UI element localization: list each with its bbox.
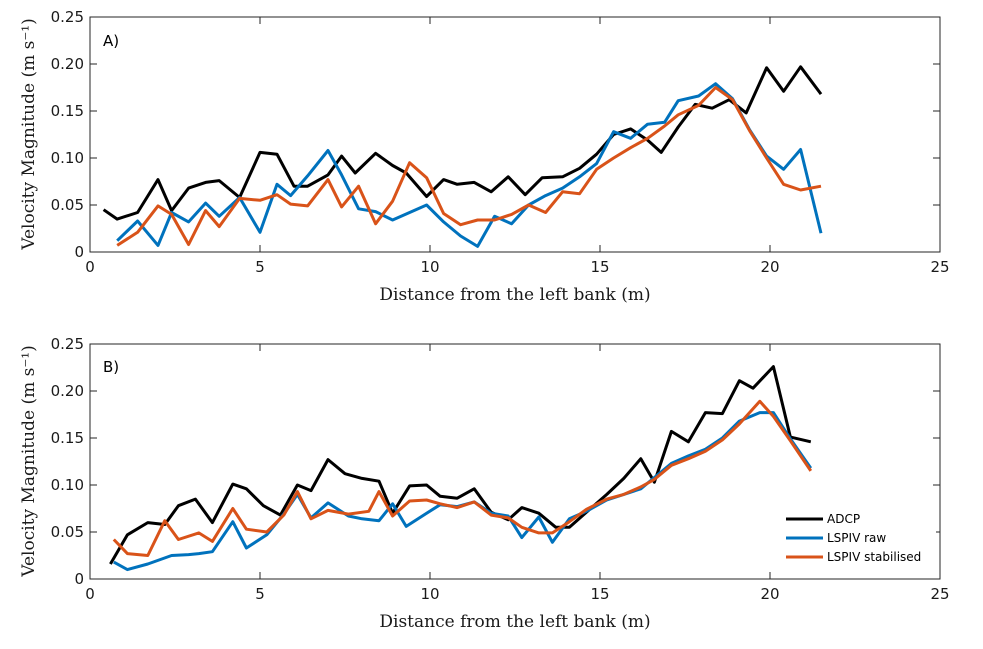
- x-tick-label: 10: [420, 585, 439, 603]
- y-tick-label: 0.25: [51, 8, 84, 26]
- panel-label: A): [103, 32, 119, 50]
- series-line-lspiv-stabilised: [112, 399, 813, 557]
- y-tick-label: 0.05: [51, 196, 84, 214]
- y-axis-label: Velocity Magnitude (m s⁻¹): [19, 345, 39, 577]
- x-tick-label: 0: [85, 258, 95, 276]
- legend-label-lspiv-raw: LSPIV raw: [827, 531, 886, 545]
- plot-area: [90, 344, 940, 579]
- y-tick-label: 0.15: [51, 102, 84, 120]
- x-tick-label: 15: [590, 585, 609, 603]
- panel-b: 0 5 10 15 20 25 0 0.05 0.10 0.15 0.20 0.25 B) Dista…: [19, 335, 950, 632]
- x-tick-label: 20: [760, 258, 779, 276]
- series-line-adcp: [102, 65, 823, 221]
- x-axis-label: Distance from the left bank (m): [379, 285, 650, 305]
- x-tick-label: 0: [85, 585, 95, 603]
- axes-box: [89, 343, 941, 580]
- panel-label: B): [103, 358, 119, 376]
- x-tick-label: 15: [590, 258, 609, 276]
- legend-label-adcp: ADCP: [827, 512, 860, 526]
- x-axis-label: Distance from the left bank (m): [379, 612, 650, 632]
- series-line-adcp: [109, 365, 812, 565]
- x-tick-label: 25: [930, 585, 949, 603]
- panel-a: 0 5 10 15 20 25 0 0.05 0.10 0.15 0.20 0.25 A) Dista…: [19, 8, 950, 305]
- x-tick-label: 10: [420, 258, 439, 276]
- legend-box: [816, 508, 936, 570]
- axes-box: [89, 16, 941, 253]
- y-tick-label: 0.10: [51, 149, 84, 167]
- y-tick-label: 0.05: [51, 523, 84, 541]
- y-tick-label: 0.25: [51, 335, 84, 353]
- y-tick-label: 0: [74, 243, 84, 261]
- y-tick-label: 0.20: [51, 382, 84, 400]
- legend: ADCP LSPIV raw LSPIV stabilised: [786, 508, 936, 570]
- x-tick-label: 5: [255, 585, 265, 603]
- series-line-lspiv-stabilised: [116, 86, 822, 247]
- x-tick-label: 5: [255, 258, 265, 276]
- y-axis-label: Velocity Magnitude (m s⁻¹): [19, 18, 39, 250]
- x-tick-label: 20: [760, 585, 779, 603]
- plot-area: [90, 17, 940, 252]
- y-tick-label: 0.20: [51, 55, 84, 73]
- legend-label-lspiv-stabilised: LSPIV stabilised: [827, 550, 921, 564]
- y-tick-label: 0.15: [51, 429, 84, 447]
- y-tick-label: 0: [74, 570, 84, 588]
- x-tick-label: 25: [930, 258, 949, 276]
- y-tick-label: 0.10: [51, 476, 84, 494]
